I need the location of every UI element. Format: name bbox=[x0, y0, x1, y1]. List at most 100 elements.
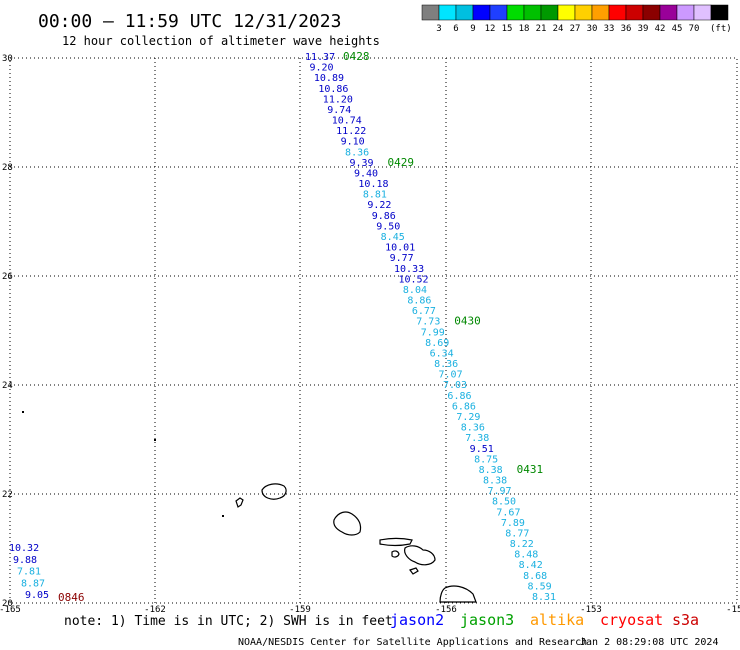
lon-tick-label: -150 bbox=[726, 605, 740, 615]
legend-jason2: jason2 bbox=[390, 611, 444, 629]
colorbar-swatch bbox=[676, 4, 695, 21]
colorbar-label: 30 bbox=[587, 24, 598, 34]
swh-value: 10.32 bbox=[9, 543, 39, 554]
colorbar-swatch bbox=[625, 4, 644, 21]
colorbar-swatch bbox=[489, 4, 508, 21]
island-molokai bbox=[379, 537, 413, 547]
swh-value: 8.77 bbox=[505, 528, 529, 539]
swh-value: 10.52 bbox=[398, 274, 428, 285]
plot-frame bbox=[9, 57, 738, 604]
satellite-legend: jason2 jason3 altika cryosat s3a bbox=[390, 611, 699, 629]
swh-value: 8.68 bbox=[523, 571, 547, 582]
swh-value: 11.22 bbox=[336, 126, 366, 137]
lon-tick-label: -153 bbox=[580, 605, 602, 615]
legend-s3a: s3a bbox=[672, 611, 699, 629]
colorbar-label: 36 bbox=[621, 24, 632, 34]
colorbar-swatch bbox=[710, 4, 729, 21]
swh-value: 8.45 bbox=[381, 232, 405, 243]
island-maui bbox=[404, 545, 436, 566]
colorbar-label: 3 bbox=[436, 24, 441, 34]
colorbar-swatch bbox=[693, 4, 712, 21]
swh-value: 7.67 bbox=[496, 507, 520, 518]
swh-value: 9.40 bbox=[354, 168, 378, 179]
swh-value: 6.34 bbox=[430, 348, 454, 359]
swh-value: 8.87 bbox=[21, 578, 45, 589]
swh-value: 8.59 bbox=[528, 581, 552, 592]
swh-value: 7.07 bbox=[439, 370, 463, 381]
pass-time-label: 0428 bbox=[343, 50, 370, 63]
swh-value: 8.50 bbox=[492, 497, 516, 508]
swh-value: 7.99 bbox=[421, 327, 445, 338]
swh-value: 6.77 bbox=[412, 306, 436, 317]
swh-value: 8.69 bbox=[425, 338, 449, 349]
swh-value: 7.81 bbox=[17, 567, 41, 578]
swh-value: 10.01 bbox=[385, 243, 415, 254]
swh-value: 10.89 bbox=[314, 73, 344, 84]
swh-value: 8.31 bbox=[532, 592, 556, 603]
footer-credit: NOAA/NESDIS Center for Satellite Applica… bbox=[238, 637, 587, 648]
swh-value: 9.74 bbox=[327, 105, 351, 116]
swh-value: 9.22 bbox=[367, 200, 391, 211]
legend-altika: altika bbox=[530, 611, 584, 629]
lon-tick-label: -165 bbox=[0, 605, 21, 615]
colorbar-swatch bbox=[438, 4, 457, 21]
colorbar-swatch bbox=[608, 4, 627, 21]
lat-lon-grid: -165 -162 -159 -156 -153 -150 30 28 26 24 22 20 bbox=[0, 54, 740, 615]
colorbar-swatch bbox=[557, 4, 576, 21]
island-oahu bbox=[333, 511, 362, 536]
swh-value: 7.73 bbox=[416, 317, 440, 328]
colorbar-swatch bbox=[523, 4, 542, 21]
colorbar-swatch bbox=[591, 4, 610, 21]
swh-value: 8.86 bbox=[407, 296, 431, 307]
swh-value: 10.86 bbox=[318, 84, 348, 95]
colorbar-label: 24 bbox=[553, 24, 564, 34]
colorbar-label: 12 bbox=[485, 24, 496, 34]
pass-time-label: 0846 bbox=[58, 591, 85, 604]
swh-value: 8.38 bbox=[483, 476, 507, 487]
colorbar-label: 21 bbox=[536, 24, 547, 34]
altimeter-tracks: 11.379.2010.8910.8611.209.7410.7411.229.… bbox=[9, 50, 556, 604]
colorbar-swatch bbox=[642, 4, 661, 21]
lon-tick-label: -159 bbox=[289, 605, 311, 615]
swh-value: 9.86 bbox=[372, 211, 396, 222]
island-hawaii bbox=[439, 585, 477, 603]
colorbar-label: 18 bbox=[519, 24, 530, 34]
swh-value: 8.48 bbox=[514, 550, 538, 561]
lat-tick-label: 26 bbox=[2, 272, 13, 282]
swh-value: 6.86 bbox=[452, 401, 476, 412]
island-kauai bbox=[261, 483, 287, 500]
swh-value: 11.37 bbox=[305, 52, 335, 63]
swh-value: 7.03 bbox=[443, 380, 467, 391]
island-lanai bbox=[391, 550, 400, 558]
pass-time-label: 0431 bbox=[517, 463, 544, 476]
footer-timestamp: Jan 2 08:29:08 UTC 2024 bbox=[580, 637, 718, 648]
swh-value: 8.42 bbox=[519, 560, 543, 571]
swh-value: 7.29 bbox=[456, 412, 480, 423]
swh-value: 8.36 bbox=[461, 423, 485, 434]
colorbar-swatch bbox=[506, 4, 525, 21]
colorbar-label: 39 bbox=[638, 24, 649, 34]
swh-value: 8.36 bbox=[434, 359, 458, 370]
swh-value: 10.33 bbox=[394, 264, 424, 275]
island-kahoolawe bbox=[409, 567, 419, 575]
lat-tick-label: 28 bbox=[2, 163, 13, 173]
colorbar-unit: (ft) bbox=[710, 24, 732, 34]
swh-value: 9.10 bbox=[341, 137, 365, 148]
swh-value: 10.74 bbox=[332, 116, 362, 127]
swh-value: 9.05 bbox=[25, 590, 49, 601]
colorbar-swatch bbox=[421, 4, 440, 21]
colorbar-swatch bbox=[455, 4, 474, 21]
colorbar-label: 6 bbox=[453, 24, 458, 34]
swh-value: 8.04 bbox=[403, 285, 427, 296]
swh-value: 9.88 bbox=[13, 555, 37, 566]
hawaiian-islands bbox=[235, 483, 477, 603]
swh-value: 8.75 bbox=[474, 454, 498, 465]
swh-value: 9.77 bbox=[390, 253, 414, 264]
swh-value: 8.22 bbox=[510, 539, 534, 550]
swh-value: 9.39 bbox=[350, 158, 374, 169]
swh-value: 9.51 bbox=[470, 444, 494, 455]
pass-time-label: 0429 bbox=[388, 156, 415, 169]
colorbar-label: 27 bbox=[570, 24, 581, 34]
swh-value: 7.38 bbox=[465, 433, 489, 444]
